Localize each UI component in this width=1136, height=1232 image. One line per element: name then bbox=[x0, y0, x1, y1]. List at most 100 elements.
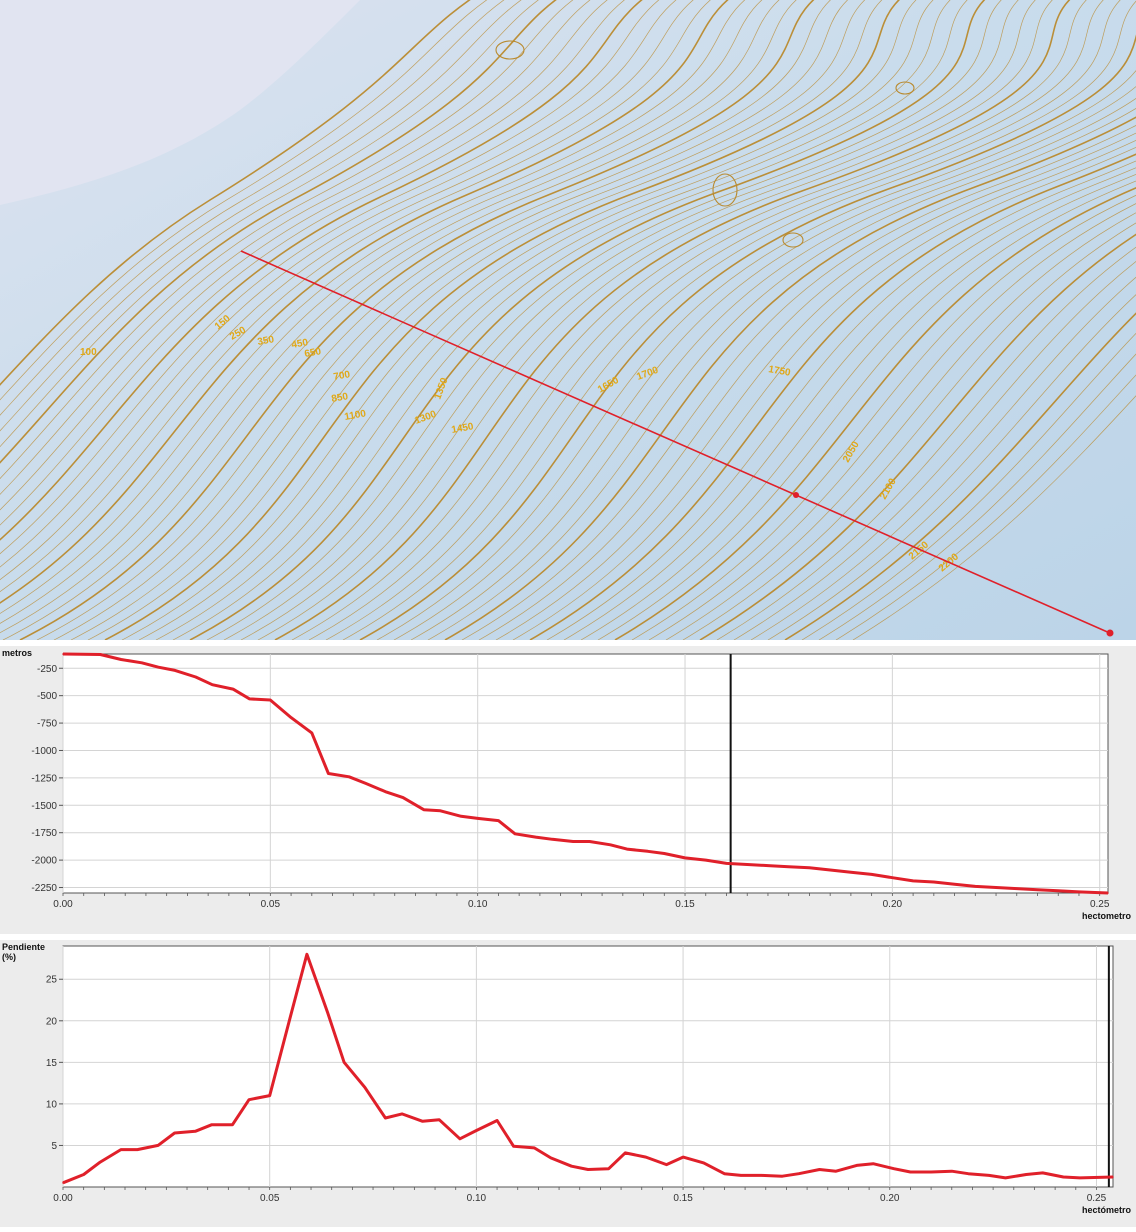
data-point bbox=[82, 1173, 85, 1176]
contour-line bbox=[801, 332, 1136, 641]
data-point bbox=[725, 862, 728, 865]
data-point bbox=[311, 732, 313, 734]
contour-line bbox=[36, 0, 831, 641]
elevation-profile-chart[interactable]: 0.00 0.05 0.10 0.15 0.20 0.25 -250 -500 -750 -100… bbox=[0, 646, 1136, 934]
contour-line bbox=[138, 0, 934, 641]
data-point bbox=[120, 658, 122, 661]
profile-cursor-marker[interactable] bbox=[793, 492, 799, 498]
data-point bbox=[194, 1130, 197, 1133]
data-point bbox=[995, 886, 997, 889]
data-point bbox=[808, 866, 811, 869]
contour-line bbox=[427, 107, 1136, 641]
data-point bbox=[364, 782, 367, 785]
data-point bbox=[746, 863, 749, 866]
y-tick-label: -500 bbox=[37, 691, 57, 702]
contour-line bbox=[53, 0, 849, 641]
data-point bbox=[62, 653, 64, 655]
data-point bbox=[682, 1156, 684, 1158]
y-tick-label: 15 bbox=[46, 1058, 58, 1069]
y-tick-label: -2000 bbox=[31, 856, 57, 867]
contour-line bbox=[0, 0, 522, 432]
x-tick-label: 0.05 bbox=[261, 899, 281, 910]
data-point bbox=[62, 1182, 64, 1184]
contour-line bbox=[0, 0, 660, 555]
profile-line[interactable] bbox=[240, 250, 1113, 635]
x-tick-label: 0.00 bbox=[53, 1193, 73, 1204]
plot-area bbox=[62, 653, 1109, 894]
flat-area bbox=[0, 0, 360, 205]
contour-line bbox=[835, 374, 1136, 641]
contour-line bbox=[308, 0, 1104, 641]
contour-line bbox=[0, 0, 746, 614]
data-point bbox=[533, 1147, 536, 1149]
data-point bbox=[439, 809, 442, 812]
data-point bbox=[438, 1118, 440, 1121]
contour-line bbox=[0, 0, 780, 633]
data-point bbox=[231, 1123, 234, 1126]
contour-label: 100 bbox=[80, 347, 97, 358]
data-point bbox=[401, 1113, 403, 1115]
data-point bbox=[646, 850, 649, 853]
contour-line bbox=[0, 0, 643, 541]
data-point bbox=[798, 1172, 800, 1175]
data-point bbox=[512, 1145, 515, 1148]
contour-line bbox=[325, 0, 1121, 641]
contour-line bbox=[665, 212, 1136, 641]
data-point bbox=[665, 1163, 668, 1166]
contour-line bbox=[257, 0, 1053, 641]
data-point bbox=[760, 1174, 763, 1177]
y-tick-label: -1750 bbox=[31, 828, 57, 839]
contour-line bbox=[495, 139, 1136, 641]
x-tick-label: 0.15 bbox=[673, 1193, 693, 1204]
plot-area bbox=[62, 945, 1114, 1188]
contour-lines bbox=[0, 0, 1136, 641]
data-point bbox=[476, 817, 479, 820]
slope-profile-chart[interactable]: 0.00 0.05 0.10 0.15 0.20 0.25 5 10 15 20 25 Pendien… bbox=[0, 940, 1136, 1227]
data-point bbox=[974, 885, 977, 888]
data-point bbox=[1004, 1177, 1007, 1179]
data-point bbox=[157, 666, 160, 668]
data-point bbox=[326, 1011, 329, 1014]
contour-closed bbox=[895, 81, 915, 95]
contour-label: 1450 bbox=[451, 421, 475, 436]
contour-line bbox=[172, 0, 968, 641]
data-point bbox=[1025, 1173, 1027, 1176]
data-point bbox=[211, 1123, 213, 1126]
contour-line bbox=[0, 0, 711, 593]
contour-line bbox=[0, 0, 591, 495]
x-tick-label: 0.25 bbox=[1087, 1193, 1107, 1204]
contour-line bbox=[563, 167, 1136, 641]
contour-line bbox=[682, 222, 1136, 641]
contour-line bbox=[631, 194, 1136, 641]
x-tick-label: 0.25 bbox=[1090, 899, 1110, 910]
data-point bbox=[173, 1132, 176, 1134]
contour-label: 650 bbox=[304, 346, 323, 360]
data-point bbox=[211, 683, 214, 686]
data-point bbox=[933, 881, 935, 883]
data-point bbox=[140, 661, 143, 664]
y-tick-label: 20 bbox=[46, 1016, 58, 1027]
data-point bbox=[624, 1152, 627, 1154]
data-point bbox=[99, 653, 102, 656]
data-point bbox=[120, 1148, 122, 1151]
contour-closed bbox=[712, 173, 738, 207]
data-point bbox=[850, 871, 852, 873]
x-tick-label: 0.10 bbox=[468, 899, 488, 910]
contour-closed bbox=[495, 40, 525, 60]
contour-line bbox=[155, 0, 951, 641]
contour-line bbox=[733, 261, 1136, 641]
x-tick-label: 0.20 bbox=[880, 1193, 900, 1204]
data-point bbox=[327, 772, 330, 775]
x-tick-label: 0.10 bbox=[467, 1193, 487, 1204]
data-point bbox=[385, 791, 388, 793]
contour-map[interactable]: 100 150 250 350 450 650 700 850 1100 1300 1350 1450… bbox=[0, 0, 1136, 641]
data-point bbox=[684, 857, 686, 859]
data-point bbox=[607, 1167, 610, 1170]
contour-line bbox=[19, 0, 815, 641]
data-point bbox=[475, 1129, 478, 1132]
data-point bbox=[663, 852, 666, 855]
data-point bbox=[572, 840, 574, 843]
y-tick-label: -1500 bbox=[31, 801, 57, 812]
profile-end-marker[interactable] bbox=[1106, 629, 1114, 637]
contour-line bbox=[0, 0, 505, 416]
